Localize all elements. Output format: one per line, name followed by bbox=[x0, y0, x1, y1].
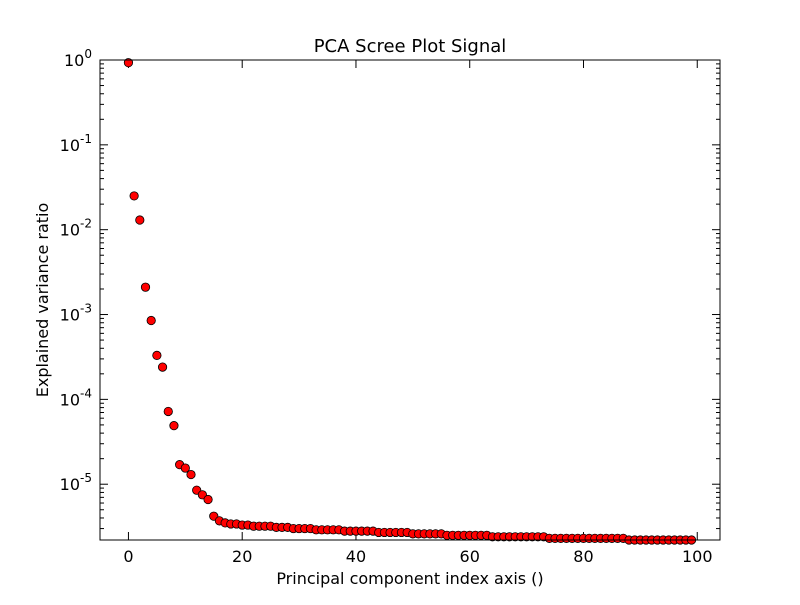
data-point bbox=[146, 315, 156, 326]
y-tick-label: 10-2 bbox=[60, 217, 92, 240]
y-tick-labels: 100 10-1 10-2 10-3 10-4 10-5 bbox=[60, 47, 92, 494]
y-tick-label: 10-3 bbox=[60, 302, 92, 325]
data-point bbox=[123, 58, 134, 68]
x-axis-label: Principal component index axis () bbox=[276, 569, 543, 588]
y-tick-label: 10-5 bbox=[60, 471, 92, 494]
x-tick-label: 60 bbox=[460, 547, 480, 566]
y-tick-label: 10-4 bbox=[60, 386, 92, 409]
x-tick-label: 0 bbox=[123, 547, 133, 566]
plot-area bbox=[100, 60, 720, 540]
data-point bbox=[135, 215, 145, 225]
data-point bbox=[163, 406, 173, 417]
data-point bbox=[203, 494, 213, 505]
data-point bbox=[169, 421, 179, 431]
data-point bbox=[180, 463, 190, 473]
x-tick-labels: 0 20 40 60 80 100 bbox=[123, 547, 712, 566]
x-tick-label: 100 bbox=[682, 547, 713, 566]
chart-title: PCA Scree Plot Signal bbox=[314, 36, 507, 57]
plot-frame bbox=[99, 59, 721, 541]
x-tick-label: 80 bbox=[573, 547, 593, 566]
data-point bbox=[152, 350, 162, 360]
y-tick-label: 100 bbox=[64, 47, 92, 70]
x-tick-label: 40 bbox=[346, 547, 366, 566]
x-tick-label: 20 bbox=[232, 547, 252, 566]
data-point bbox=[140, 282, 151, 292]
y-tick-label: 10-1 bbox=[60, 132, 92, 155]
data-point bbox=[157, 362, 168, 372]
y-axis-label: Explained variance ratio bbox=[33, 203, 52, 398]
data-point bbox=[129, 191, 139, 201]
data-point bbox=[186, 469, 196, 480]
